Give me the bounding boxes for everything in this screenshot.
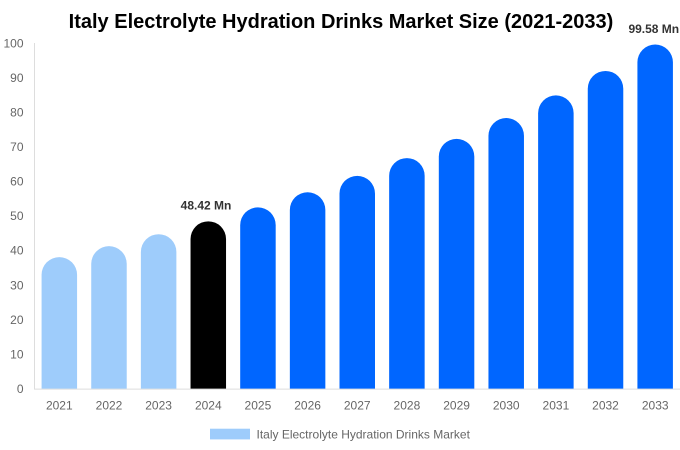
- svg-text:40: 40: [10, 244, 24, 258]
- svg-text:90: 90: [10, 71, 24, 85]
- svg-text:48.42 Mn: 48.42 Mn: [181, 199, 232, 213]
- svg-text:2029: 2029: [443, 398, 470, 412]
- svg-text:80: 80: [10, 106, 24, 120]
- svg-text:2022: 2022: [96, 398, 123, 412]
- svg-text:2033: 2033: [642, 398, 669, 412]
- svg-text:2031: 2031: [543, 398, 570, 412]
- svg-text:2028: 2028: [394, 398, 421, 412]
- svg-text:2030: 2030: [493, 398, 520, 412]
- svg-text:30: 30: [10, 278, 24, 292]
- svg-text:2027: 2027: [344, 398, 371, 412]
- svg-text:10: 10: [10, 347, 24, 361]
- svg-text:Italy Electrolyte Hydration Dr: Italy Electrolyte Hydration Drinks Marke…: [69, 11, 614, 33]
- svg-text:0: 0: [17, 382, 24, 396]
- svg-text:99.58 Mn: 99.58 Mn: [628, 22, 679, 36]
- svg-text:2026: 2026: [294, 398, 321, 412]
- svg-text:2023: 2023: [145, 398, 172, 412]
- svg-text:2024: 2024: [195, 398, 222, 412]
- svg-text:2032: 2032: [592, 398, 619, 412]
- svg-text:20: 20: [10, 313, 24, 327]
- svg-text:50: 50: [10, 209, 24, 223]
- svg-text:100: 100: [3, 36, 23, 50]
- svg-text:60: 60: [10, 175, 24, 189]
- svg-text:Italy Electrolyte Hydration Dr: Italy Electrolyte Hydration Drinks Marke…: [257, 428, 471, 442]
- svg-text:2025: 2025: [245, 398, 272, 412]
- svg-text:70: 70: [10, 140, 24, 154]
- svg-text:2021: 2021: [46, 398, 73, 412]
